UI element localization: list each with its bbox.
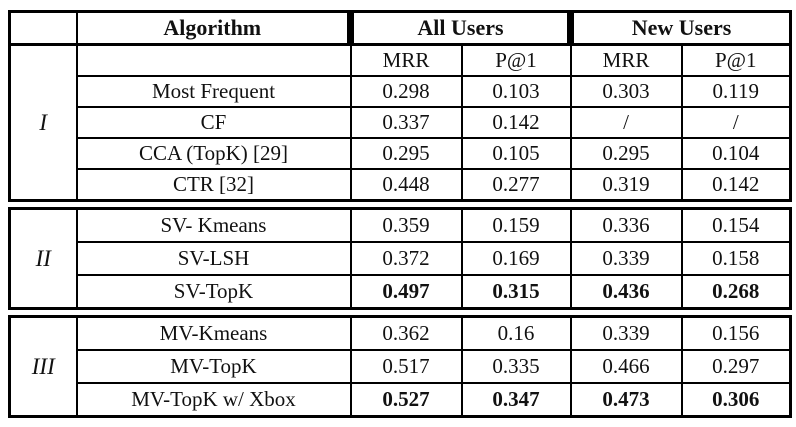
results-table: Algorithm All Users New Users I MRR P@1 … [8, 10, 792, 418]
metric-value: 0.315 [460, 274, 572, 310]
metric-value: 0.268 [680, 274, 792, 310]
metric-header-mrr-new: MRR [569, 43, 683, 77]
algorithm-column-header: Algorithm [75, 10, 352, 46]
metric-value: 0.119 [680, 75, 792, 108]
metric-value: 0.497 [349, 274, 463, 310]
metric-value: 0.103 [460, 75, 572, 108]
metric-value: 0.336 [569, 207, 683, 243]
metric-value: 0.359 [349, 207, 463, 243]
metric-value: 0.372 [349, 241, 463, 276]
table-block-2: II SV- Kmeans 0.359 0.159 0.336 0.154 SV… [8, 207, 792, 310]
metric-value: 0.156 [680, 315, 792, 351]
table-row: CTR [32] 0.448 0.277 0.319 0.142 [10, 168, 792, 202]
table-row: CCA (TopK) [29] 0.295 0.105 0.295 0.104 [10, 137, 792, 170]
group-label-3: III [8, 315, 78, 418]
metric-value: 0.466 [569, 349, 683, 384]
algorithm-name: SV-LSH [75, 241, 352, 276]
metric-value: 0.295 [569, 137, 683, 170]
metric-value: 0.158 [680, 241, 792, 276]
metric-value: 0.306 [680, 382, 792, 418]
metric-value: 0.319 [569, 168, 683, 202]
metric-value: 0.303 [569, 75, 683, 108]
metric-value: 0.527 [349, 382, 463, 418]
metric-value: 0.448 [349, 168, 463, 202]
metric-value: 0.347 [460, 382, 572, 418]
table-row-best: SV-TopK 0.497 0.315 0.436 0.268 [10, 274, 792, 310]
table-row-best: MV-TopK w/ Xbox 0.527 0.347 0.473 0.306 [10, 382, 792, 418]
algorithm-name: MV-TopK [75, 349, 352, 384]
metric-value: 0.105 [460, 137, 572, 170]
table-row: III MV-Kmeans 0.362 0.16 0.339 0.156 [8, 315, 792, 418]
metric-value: 0.335 [460, 349, 572, 384]
metric-value: 0.298 [349, 75, 463, 108]
metric-value: / [680, 106, 792, 139]
metric-value: 0.339 [569, 315, 683, 351]
metric-value: / [569, 106, 683, 139]
metric-value: 0.297 [680, 349, 792, 384]
algorithm-name: MV-Kmeans [75, 315, 352, 351]
metric-header-mrr-all: MRR [349, 43, 463, 77]
metric-value: 0.142 [680, 168, 792, 202]
algorithm-name: CF [75, 106, 352, 139]
table-header-row: Algorithm All Users New Users [8, 10, 792, 46]
table-block-3: III MV-Kmeans 0.362 0.16 0.339 0.156 MV-… [8, 315, 792, 418]
metric-header-p1-new: P@1 [680, 43, 792, 77]
algorithm-name: CTR [32] [75, 168, 352, 202]
metric-value: 0.362 [349, 315, 463, 351]
table-row: Most Frequent 0.298 0.103 0.303 0.119 [10, 75, 792, 108]
table-row: SV-LSH 0.372 0.169 0.339 0.158 [10, 241, 792, 276]
metric-value: 0.436 [569, 274, 683, 310]
all-users-group-header: All Users [347, 10, 572, 46]
metric-value: 0.295 [349, 137, 463, 170]
algorithm-name: SV- Kmeans [75, 207, 352, 243]
metric-subheader-row: I MRR P@1 MRR P@1 [8, 43, 792, 202]
corner-cell [8, 10, 78, 46]
metric-value: 0.517 [349, 349, 463, 384]
empty-algorithm-cell [75, 43, 352, 77]
group-label-1: I [8, 43, 78, 202]
algorithm-name: Most Frequent [75, 75, 352, 108]
algorithm-name: SV-TopK [75, 274, 352, 310]
table-row: MV-TopK 0.517 0.335 0.466 0.297 [10, 349, 792, 384]
new-users-group-header: New Users [567, 10, 792, 46]
metric-value: 0.142 [460, 106, 572, 139]
metric-value: 0.154 [680, 207, 792, 243]
table-block-1: Algorithm All Users New Users I MRR P@1 … [8, 10, 792, 202]
algorithm-name: MV-TopK w/ Xbox [75, 382, 352, 418]
metric-value: 0.16 [460, 315, 572, 351]
metric-value: 0.277 [460, 168, 572, 202]
metric-value: 0.337 [349, 106, 463, 139]
table-row: CF 0.337 0.142 / / [10, 106, 792, 139]
metric-value: 0.169 [460, 241, 572, 276]
metric-header-p1-all: P@1 [460, 43, 572, 77]
algorithm-name: CCA (TopK) [29] [75, 137, 352, 170]
metric-value: 0.159 [460, 207, 572, 243]
metric-value: 0.104 [680, 137, 792, 170]
metric-value: 0.339 [569, 241, 683, 276]
metric-value: 0.473 [569, 382, 683, 418]
group-label-2: II [8, 207, 78, 310]
table-row: II SV- Kmeans 0.359 0.159 0.336 0.154 [8, 207, 792, 310]
